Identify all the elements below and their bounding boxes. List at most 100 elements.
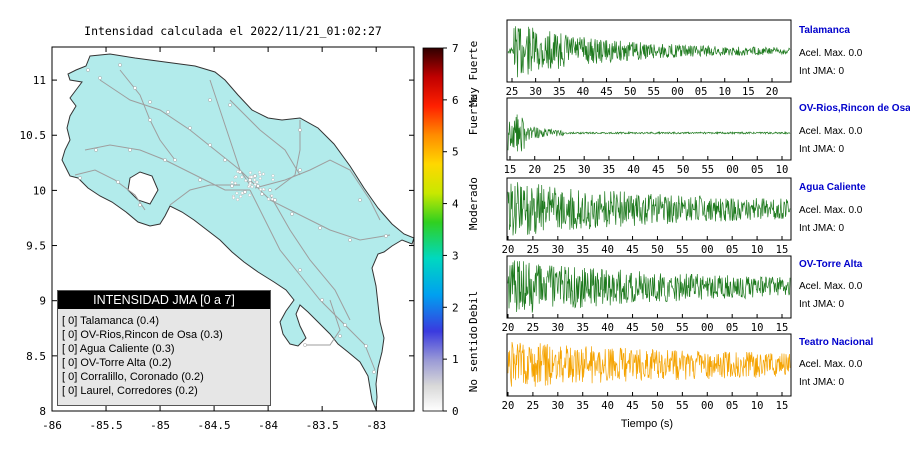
time-tick-label: 00 [726,164,739,176]
time-tick-label: 35 [576,322,589,334]
town-marker [256,184,260,188]
town-marker [262,187,266,191]
time-tick-label: 50 [624,86,637,98]
town-marker [261,172,265,176]
time-tick-label: 30 [529,86,542,98]
town-marker [86,68,90,72]
town-marker [268,188,272,192]
time-tick-label: 45 [626,322,639,334]
time-tick-label: 45 [626,244,639,256]
legend-item: [ 0] Talamanca (0.4) [62,315,160,327]
time-tick-label: 55 [676,400,689,412]
station-name: Agua Caliente [799,182,866,193]
town-marker [320,298,324,302]
town-marker [364,344,368,348]
jma-intensity: Int JMA: 0 [799,299,845,310]
colorbar-category-label: Moderado [467,177,480,230]
time-tick-label: 10 [751,400,764,412]
time-tick-label: 15 [776,322,789,334]
time-tick-label: 30 [578,164,591,176]
time-tick-label: 25 [527,400,540,412]
town-marker [230,180,234,184]
road [254,159,381,221]
time-tick-label: 35 [603,164,616,176]
town-marker [270,197,274,201]
town-marker [273,198,277,202]
town-marker [223,158,227,162]
x-tick-label: -83.5 [306,419,339,432]
legend-item: [ 0] Laurel, Corredores (0.2) [62,385,198,397]
town-marker [298,268,302,272]
town-marker [271,178,275,182]
x-tick-label: -84 [258,419,278,432]
town-marker [243,190,247,194]
time-tick-label: 45 [600,86,613,98]
time-tick-label: 50 [651,244,664,256]
time-tick-label: 50 [677,164,690,176]
jma-intensity: Int JMA: 0 [799,144,845,155]
time-tick-label: 55 [676,322,689,334]
seismogram-panel: 20 25 30 35 40 45 50 55 00 05 10 15 [502,333,792,412]
town-marker [248,171,252,175]
jma-intensity: Int JMA: 0 [799,66,845,77]
road [305,299,341,346]
time-tick-label: 35 [576,400,589,412]
time-tick-label: 05 [695,86,708,98]
x-tick-label: -85.5 [89,419,122,432]
y-tick-label: 8.5 [26,350,46,363]
time-tick-label: 25 [553,164,566,176]
y-tick-label: 10.5 [20,129,47,142]
time-tick-label: 20 [528,164,541,176]
time-tick-label: 15 [504,164,517,176]
x-tick-label: -85 [150,419,170,432]
time-tick-label: 25 [527,244,540,256]
town-markers [78,63,388,374]
town-marker [148,100,152,104]
time-tick-label: 10 [751,244,764,256]
road [209,79,251,186]
time-tick-label: 00 [701,400,714,412]
legend-item: [ 0] OV-Torre Alta (0.2) [62,357,172,369]
town-marker [338,334,342,338]
waveform-trace [507,114,791,152]
waveform-trace [507,26,791,78]
town-marker [372,370,376,374]
time-tick-label: 45 [652,164,665,176]
town-marker [270,194,274,198]
time-tick-label: 20 [502,322,515,334]
colorbar-category-label: No sentido [467,326,480,392]
town-marker [116,180,120,184]
legend-item: [ 0] Corralillo, Coronado (0.2) [62,371,204,383]
town-marker [232,196,236,200]
town-marker [253,178,257,182]
town-marker [78,176,82,180]
time-tick-label: 20 [766,86,779,98]
time-tick-label: 40 [577,86,590,98]
town-marker [148,118,152,122]
legend-item: [ 0] Agua Caliente (0.3) [62,343,175,355]
time-tick-label: 25 [506,86,519,98]
town-marker [249,175,253,179]
colorbar-category-label: Fuerte [467,96,480,136]
seismogram-panel: 20 25 30 35 40 45 50 55 00 05 10 15 [502,255,792,334]
town-marker [138,203,142,207]
town-marker [248,181,252,185]
town-marker [258,176,262,180]
time-tick-label: 40 [601,322,614,334]
station-name: OV-Torre Alta [799,259,863,270]
colorbar-category-label: Muy Fuerte [467,41,480,107]
time-axis-label: Tiempo (s) [621,418,673,430]
time-tick-label: 10 [751,322,764,334]
time-tick-label: 50 [651,322,664,334]
station-name: Talamanca [799,25,850,36]
time-tick-label: 55 [701,164,714,176]
town-marker [188,126,192,130]
town-marker [94,148,98,152]
town-marker [318,226,322,230]
time-tick-label: 40 [601,244,614,256]
station-name: OV-Rios,Rincon de Osa [799,103,910,114]
time-tick-label: 00 [701,244,714,256]
colorbar-tick-label: 7 [452,42,459,55]
colorbar-category-label: Debil [467,291,480,324]
time-tick-label: 30 [551,400,564,412]
